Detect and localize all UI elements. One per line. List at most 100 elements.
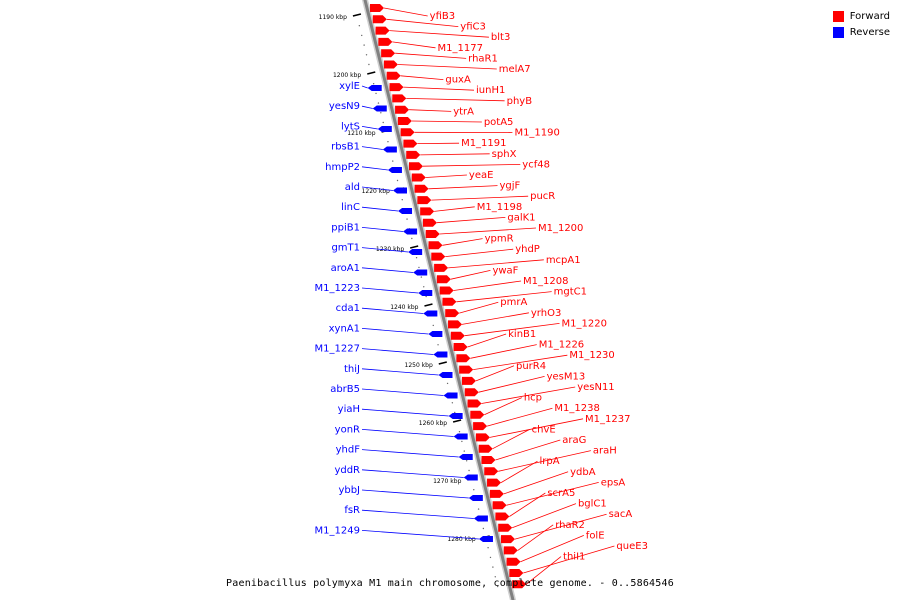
reverse-gene (372, 105, 387, 112)
forward-leader (486, 407, 553, 427)
minor-tick (363, 44, 365, 46)
forward-gene (378, 37, 393, 46)
tick-label: 1260 kbp (419, 420, 447, 427)
reverse-leader (361, 267, 414, 273)
forward-gene (464, 388, 479, 397)
tick-label: 1240 kbp (390, 304, 418, 311)
forward-gene-label: pmrA (500, 297, 527, 308)
forward-gene (420, 207, 435, 216)
reverse-leader (361, 429, 454, 437)
forward-gene (383, 60, 398, 69)
reverse-leader (361, 307, 424, 314)
forward-gene-label: kinB1 (508, 329, 536, 340)
reverse-gene (403, 228, 418, 235)
reverse-gene (468, 495, 483, 501)
forward-leader (456, 291, 552, 303)
minor-tick (492, 566, 494, 568)
minor-tick (489, 556, 492, 559)
forward-gene (500, 535, 515, 544)
reverse-leader (361, 388, 444, 396)
forward-gene (506, 557, 521, 566)
forward-gene (487, 478, 502, 487)
reverse-gene-label: ybbJ (338, 485, 360, 496)
forward-gene-label: hcp (524, 393, 542, 404)
tick-label: 1190 kbp (319, 14, 347, 21)
forward-leader (409, 109, 452, 112)
forward-gene-label: bglC1 (578, 499, 607, 510)
reverse-leader (361, 166, 388, 171)
forward-gene (448, 320, 463, 329)
reverse-gene-label: yonR (335, 424, 360, 435)
forward-gene-label: M1_1190 (514, 128, 559, 139)
reverse-leader (361, 328, 429, 335)
minor-tick (372, 83, 375, 85)
reverse-gene-label: yesN9 (329, 101, 360, 112)
forward-gene-label: ydbA (570, 467, 596, 478)
forward-gene-label: potA5 (484, 117, 514, 128)
minor-tick (375, 92, 377, 95)
forward-leader (464, 323, 560, 337)
forward-gene (484, 467, 499, 476)
backbone-line (363, 0, 515, 600)
minor-tick (477, 508, 480, 510)
forward-leader (403, 86, 475, 91)
forward-leader (406, 98, 505, 102)
forward-gene (442, 297, 457, 306)
forward-gene-label: rhaR2 (555, 520, 585, 531)
tick-label: 1280 kbp (447, 536, 475, 543)
reverse-gene-label: yddR (334, 465, 360, 476)
forward-leader (478, 376, 545, 393)
forward-gene-label: M1_1208 (523, 276, 568, 287)
minor-tick (437, 344, 439, 346)
forward-gene (481, 456, 496, 464)
forward-gene (417, 196, 432, 205)
forward-gene-label: ytrA (453, 106, 474, 117)
tick-mark (367, 71, 376, 75)
reverse-gene-label: rbsB1 (331, 142, 360, 153)
reverse-leader (361, 348, 434, 355)
forward-leader (450, 270, 491, 280)
reverse-gene (438, 372, 453, 378)
reverse-leader (361, 287, 419, 294)
forward-leader (492, 429, 530, 450)
minor-tick (415, 257, 418, 259)
forward-leader (425, 174, 467, 178)
reverse-leader (361, 247, 409, 253)
reverse-leader (361, 227, 404, 232)
tick-mark (424, 303, 433, 307)
forward-gene (431, 252, 446, 261)
forward-leader (512, 503, 577, 529)
forward-leader (525, 556, 562, 585)
forward-leader (431, 195, 529, 201)
forward-gene-label: ycf48 (522, 159, 550, 170)
forward-leader (461, 312, 529, 325)
minor-tick (446, 382, 449, 385)
forward-gene (461, 376, 476, 385)
reverse-gene-label: ppiB1 (331, 222, 360, 233)
forward-gene (456, 354, 471, 363)
forward-gene (509, 569, 524, 577)
reverse-leader (361, 186, 394, 191)
reverse-gene-label: M1_1223 (315, 283, 360, 294)
forward-gene-label: pucR (530, 191, 555, 202)
reverse-gene (463, 474, 478, 481)
legend-reverse: Reverse (832, 24, 890, 40)
forward-gene (403, 139, 418, 148)
minor-tick (358, 25, 361, 27)
reverse-leader (361, 469, 464, 478)
forward-gene-label: ypmR (485, 234, 514, 245)
forward-leader (395, 52, 467, 59)
forward-gene (414, 184, 429, 193)
minor-tick (361, 34, 363, 37)
reverse-gene-label: aroA1 (331, 263, 360, 274)
forward-gene (369, 4, 384, 12)
reverse-leader (361, 408, 449, 417)
forward-leader (445, 248, 514, 257)
forward-gene-label: blt3 (491, 32, 510, 43)
forward-gene (478, 444, 493, 453)
forward-gene (400, 128, 415, 137)
forward-gene (392, 94, 407, 103)
forward-gene-label: guxA (445, 75, 471, 86)
reverse-leader (361, 126, 378, 130)
reverse-gene (377, 126, 392, 132)
